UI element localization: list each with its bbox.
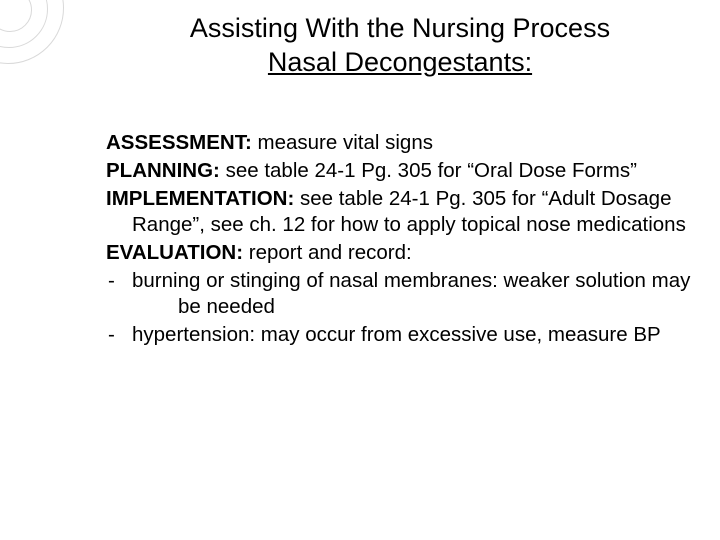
evaluation-text: report and record: [243, 241, 412, 264]
title-line-1: Assisting With the Nursing Process [120, 12, 680, 46]
title-line-2: Nasal Decongestants: [120, 46, 680, 80]
planning-entry: PLANNING: see table 24-1 Pg. 305 for “Or… [106, 158, 714, 184]
bullet-dash: - [106, 268, 132, 320]
slide-body: ASSESSMENT: measure vital signs PLANNING… [106, 130, 714, 350]
bullet-dash: - [106, 322, 132, 348]
slide-title: Assisting With the Nursing Process Nasal… [120, 12, 680, 80]
assessment-label: ASSESSMENT: [106, 131, 252, 154]
bullet-pre: burning or stinging of nasal membranes: … [132, 269, 690, 292]
assessment-text: measure vital signs [252, 131, 433, 154]
planning-label: PLANNING: [106, 159, 220, 182]
implementation-label: IMPLEMENTATION: [106, 187, 294, 210]
bullet-post: be needed [178, 295, 275, 318]
bullet-text: hypertension: may occur from excessive u… [132, 322, 714, 348]
evaluation-entry: EVALUATION: report and record: [106, 240, 714, 266]
assessment-entry: ASSESSMENT: measure vital signs [106, 130, 714, 156]
planning-text: see table 24-1 Pg. 305 for “Oral Dose Fo… [220, 159, 637, 182]
bullet-text: burning or stinging of nasal membranes: … [132, 268, 714, 320]
bullet-item: - hypertension: may occur from excessive… [106, 322, 714, 348]
evaluation-label: EVALUATION: [106, 241, 243, 264]
bullet-pre: hypertension: may occur from excessive u… [132, 323, 661, 346]
implementation-entry: IMPLEMENTATION: see table 24-1 Pg. 305 f… [106, 186, 714, 238]
corner-circle-large [0, 0, 64, 64]
bullet-item: - burning or stinging of nasal membranes… [106, 268, 714, 320]
